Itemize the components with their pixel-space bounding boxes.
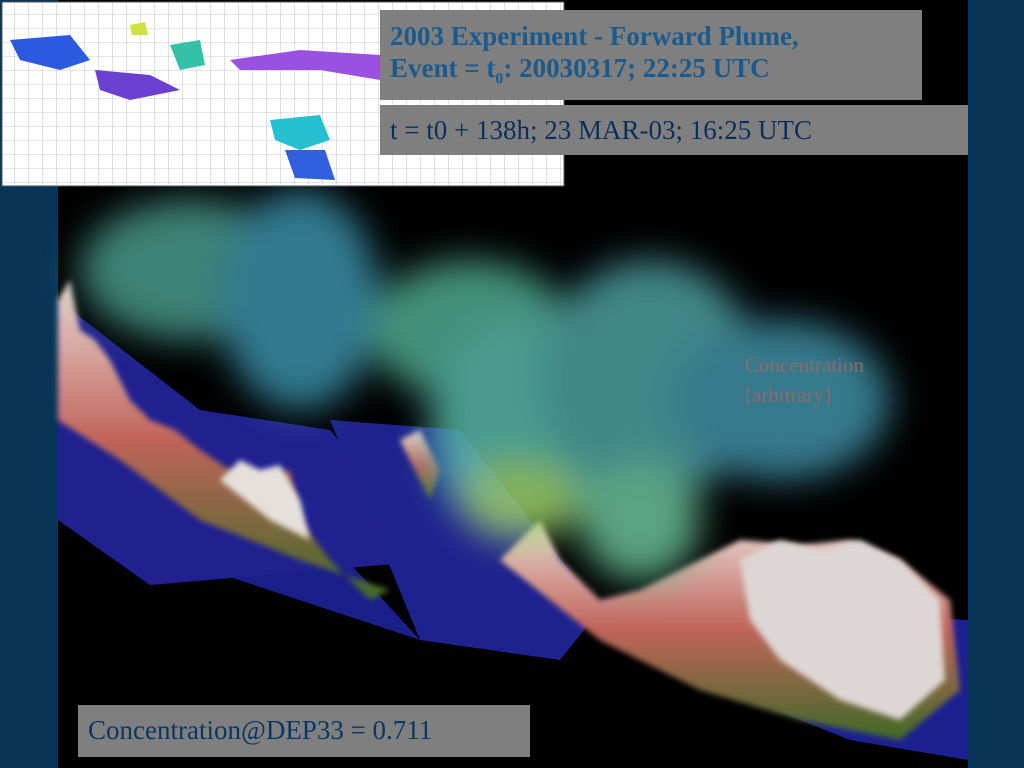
readout: Concentration@DEP33 = 0.711 [88,715,433,745]
title-line: Event = t [390,53,496,83]
plume [80,190,890,580]
title-line: : 20030317; 22:25 UTC [503,53,770,83]
time-box: t = t0 + 138h; 23 MAR-03; 16:25 UTC [380,105,968,155]
terrain [58,280,968,760]
title-box: 2003 Experiment - Forward Plume, Event = … [380,10,922,100]
time-label: t = t0 + 138h; 23 MAR-03; 16:25 UTC [390,115,812,145]
subscript: 0 [495,70,504,88]
legend: Concentration [arbitrary] [745,350,864,410]
legend-line: [arbitrary] [745,383,832,407]
legend-line: Concentration [745,353,864,377]
readout-box: Concentration@DEP33 = 0.711 [78,705,530,757]
title-line: 2003 Experiment - Forward Plume, [390,21,799,51]
title: 2003 Experiment - Forward Plume, Event = … [390,20,799,95]
